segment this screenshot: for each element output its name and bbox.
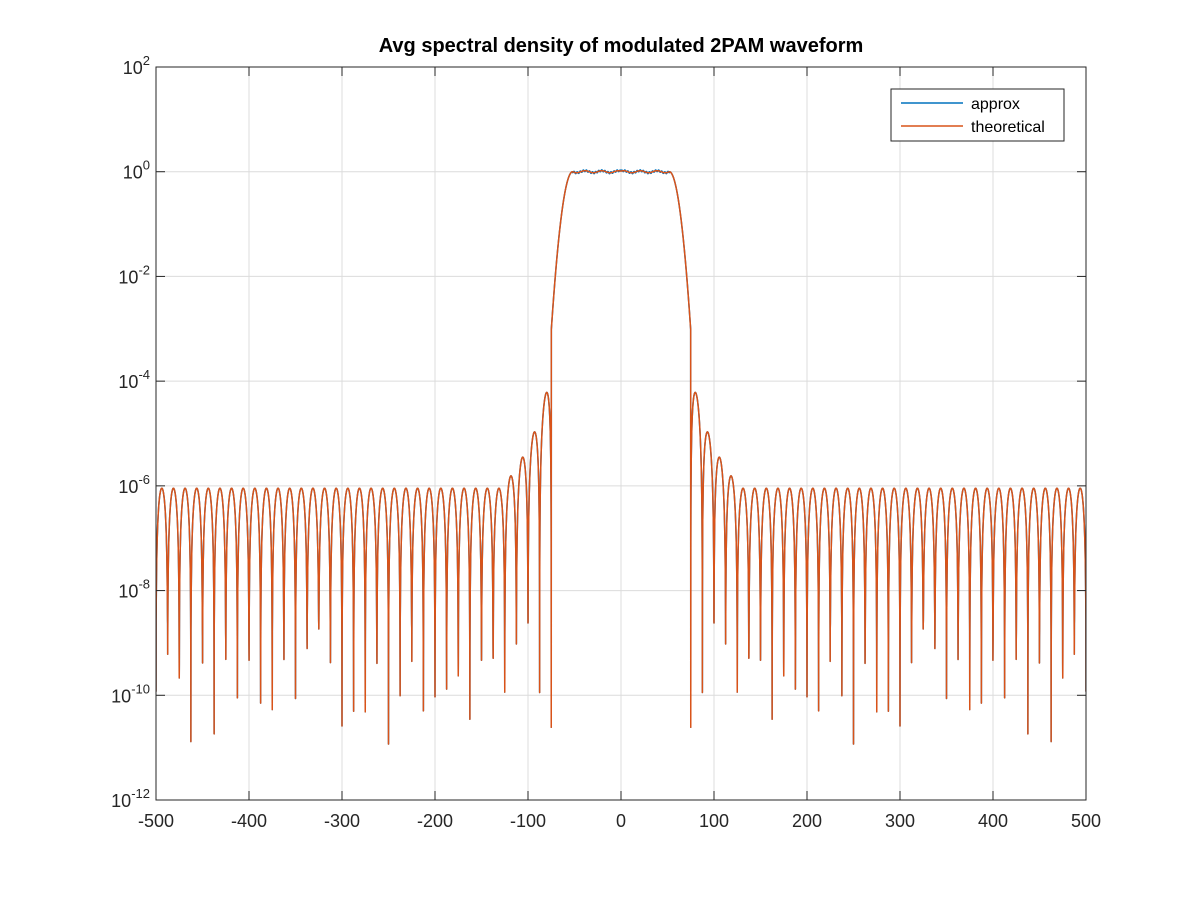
legend-label-theoretical: theoretical (971, 119, 1045, 136)
x-tick-label: 300 (885, 811, 915, 831)
y-tick-label: 10-10 (111, 681, 150, 706)
x-tick-label: -300 (324, 811, 360, 831)
x-tick-label: 500 (1071, 811, 1101, 831)
y-tick-labels: 102 100 10-2 10-4 10-6 10-8 10-10 10-12 (111, 53, 150, 811)
x-tick-label: -400 (231, 811, 267, 831)
legend-box (890, 88, 1065, 142)
y-tick-label: 10-6 (118, 472, 150, 497)
legend: approx theoretical (890, 88, 1065, 142)
ticks (155, 66, 1087, 801)
x-tick-label: 100 (699, 811, 729, 831)
y-tick-label: 10-2 (118, 262, 150, 287)
series-line-theoretical (156, 169, 1086, 745)
chart-title: Avg spectral density of modulated 2PAM w… (379, 35, 864, 57)
series-layer (156, 169, 1086, 745)
x-tick-label: -500 (138, 811, 174, 831)
legend-label-approx: approx (971, 96, 1020, 113)
y-tick-label: 10-4 (118, 367, 150, 392)
x-tick-label: 400 (978, 811, 1008, 831)
y-tick-label: 10-8 (118, 577, 150, 602)
x-tick-label: 200 (792, 811, 822, 831)
y-tick-label: 102 (123, 53, 150, 78)
x-tick-label: -100 (510, 811, 546, 831)
x-tick-labels: -500 -400 -300 -200 -100 0 100 200 300 400 500 (138, 811, 1101, 831)
x-tick-label: 0 (616, 811, 626, 831)
y-tick-label: 10-12 (111, 786, 150, 811)
y-tick-label: 100 (123, 158, 150, 183)
x-tick-label: -200 (417, 811, 453, 831)
